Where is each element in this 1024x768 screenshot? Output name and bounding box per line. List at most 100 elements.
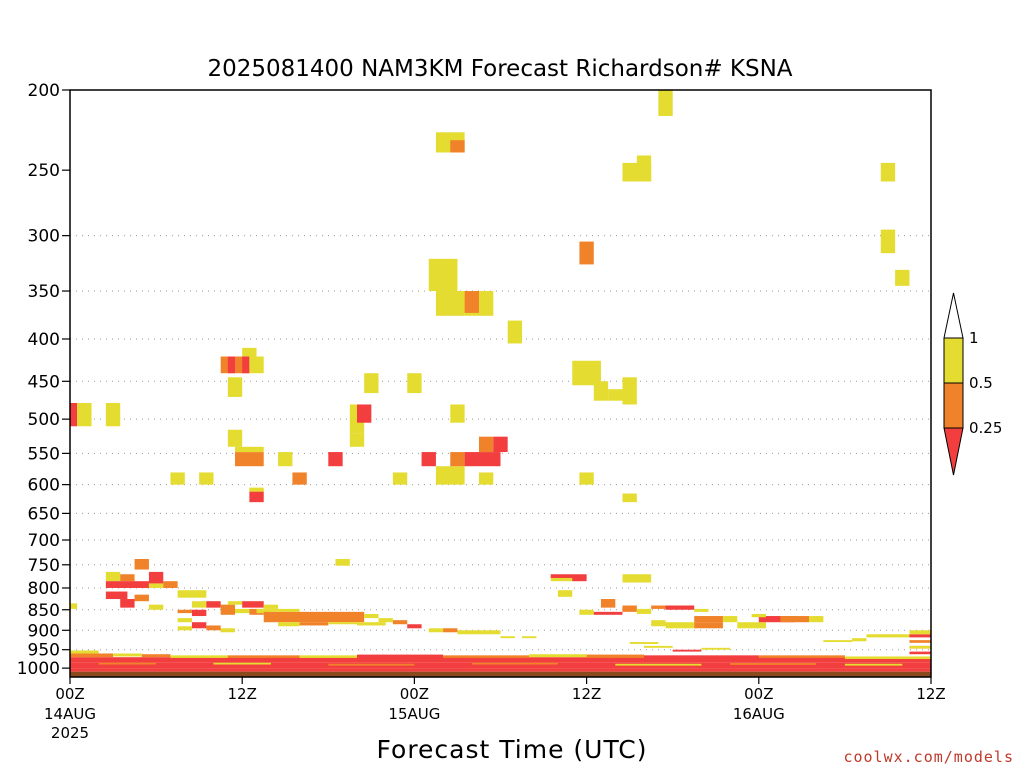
ri-cell-orange [292,472,307,485]
ri-cell-orange [694,616,723,623]
ri-cell-yellow [895,269,910,286]
ri-cell-red [758,616,795,623]
ri-cell-yellow [364,373,379,394]
x-tick-date: 15AUG [388,705,440,723]
ri-cell-yellow [220,628,236,633]
ri-cell-orange [600,599,616,608]
ri-cell-yellow [357,622,386,626]
y-tick-label: 750 [28,556,60,576]
ri-cell-orange [694,622,723,629]
ri-cell-yellow [349,433,365,447]
ri-cell-red [206,601,221,608]
ri-cell-yellow [651,620,666,627]
y-tick-label: 900 [28,621,60,641]
ri-cell-yellow [113,653,142,657]
ri-cell-orange [328,663,415,666]
ri-cell-orange [70,653,114,658]
ri-cell-yellow [844,663,903,666]
ri-cell-yellow [177,618,192,623]
ri-cell-yellow [428,258,458,292]
y-tick-label: 500 [28,410,60,430]
ri-cell-orange [622,605,637,612]
legend-bin-red [943,427,964,476]
ri-cell-orange [163,581,178,588]
ri-cell-yellow [435,291,465,316]
ri-cell-red [105,591,128,600]
ri-cell-orange [471,662,558,665]
ri-cell-orange [443,655,530,658]
ri-cell-yellow [199,472,214,485]
ground-band [70,671,931,677]
ri-cell-yellow [751,613,766,618]
ri-cell-orange [450,452,465,467]
ri-cell-red [493,436,508,453]
color-legend: 1 0.5 0.25 [943,292,1002,476]
legend-bin-orange [943,382,964,429]
ri-cell-red [70,662,931,669]
ri-cell-yellow [522,636,537,639]
ri-cell-yellow [636,608,652,614]
x-tick-date: 14AUG [44,705,96,723]
ri-cell-red [242,356,250,374]
ri-cell-red [665,605,695,610]
ri-cell-yellow [249,487,264,492]
ri-cell-yellow [823,640,853,643]
x-tick-label: 12Z [572,685,601,703]
ri-cell-orange [909,640,931,643]
ri-cell-yellow [737,622,766,629]
ri-cell-red [593,611,623,615]
ri-cell-yellow [608,389,623,401]
chart-title: 2025081400 NAM3KM Forecast Richardson# K… [207,56,792,82]
ri-cell-yellow [722,616,738,623]
ri-cell-yellow [557,590,573,597]
y-tick-label: 1000 [17,659,60,679]
y-tick-label: 600 [28,476,60,496]
ri-cell-red [464,452,501,467]
ri-cell-yellow [256,608,271,614]
ri-cell-orange [730,663,817,665]
ri-cell-yellow [148,604,164,610]
ri-cell-yellow [70,603,78,609]
ri-cell-orange [220,604,236,610]
ri-cell-red [242,601,264,608]
ri-cell-yellow [658,90,673,116]
ri-cell-orange [478,436,494,453]
ri-cell-orange [392,620,408,625]
x-tick-label: 12Z [916,685,945,703]
ri-cell-red [357,654,444,658]
ri-cell-yellow [844,656,931,660]
x-axis-label: Forecast Time (UTC) [377,735,648,764]
ri-cell-orange [450,140,465,153]
ri-cell-yellow [407,373,422,394]
y-tick-label: 850 [28,601,60,621]
y-tick-label: 200 [28,81,60,101]
x-tick-label: 00Z [744,685,773,703]
ri-cell-yellow [227,429,243,447]
ri-cell-orange [235,452,264,467]
ri-cell-orange [134,558,149,570]
ri-cell-red [357,404,372,423]
ri-cell-red [328,452,343,467]
ri-cell-yellow [701,647,731,650]
ri-cell-yellow [579,472,594,485]
richardson-cells [70,90,931,672]
ri-cell-yellow [644,645,673,648]
ri-cell-yellow [428,628,444,633]
ri-cell-yellow [227,377,243,397]
y-tick-label: 350 [28,282,60,302]
y-tick-label: 550 [28,444,60,464]
x-tick-date: 16AUG [733,705,785,723]
x-tick-label: 00Z [55,685,84,703]
ri-cell-orange [464,291,479,313]
ri-cell-yellow [809,616,824,623]
ri-cell-yellow [593,381,609,401]
ri-cell-yellow [880,229,896,254]
ri-cell-red [70,657,931,663]
ri-cell-red [148,571,164,584]
ri-cell-yellow [242,347,257,357]
ri-cell-yellow [70,650,99,654]
ri-cell-yellow [852,638,867,642]
legend-label: 0.25 [969,419,1002,437]
ri-cell-yellow [622,493,637,503]
credit-text: coolwx.com/models [843,748,1014,766]
